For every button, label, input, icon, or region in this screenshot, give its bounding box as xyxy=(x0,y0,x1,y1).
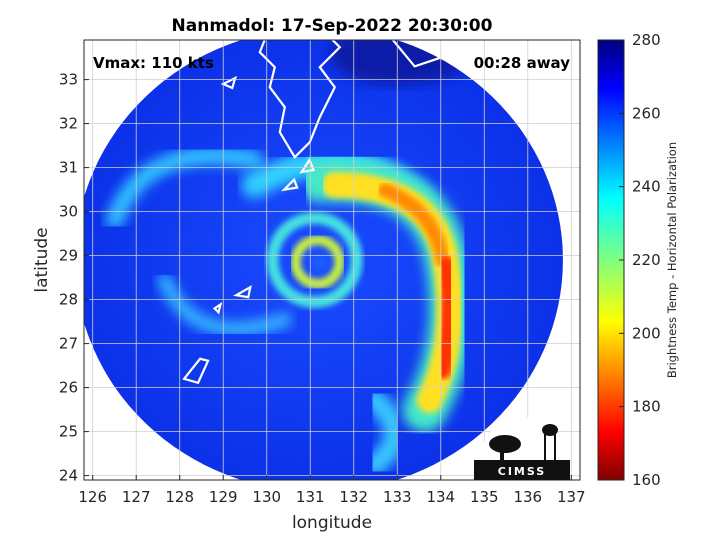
x-tick-label: 134 xyxy=(426,488,455,506)
plot-frame xyxy=(83,39,581,481)
y-tick-label: 29 xyxy=(59,247,78,265)
colorbar-label: Brightness Temp - Horizontal Polarizatio… xyxy=(665,142,679,378)
colorbar-tick-label: 180 xyxy=(632,398,661,416)
y-axis-ticks: 24 25 26 27 28 29 30 31 32 33 xyxy=(59,71,89,485)
island-outline xyxy=(280,177,299,192)
okinawa-outline xyxy=(182,357,210,385)
rainband-west xyxy=(105,147,264,229)
x-tick-label: 128 xyxy=(165,488,194,506)
cimss-logo: CIMSS xyxy=(474,416,570,480)
x-axis-label: longitude xyxy=(292,513,372,533)
y-tick-label: 25 xyxy=(59,423,78,441)
island-outline xyxy=(299,157,316,174)
y-tick-label: 26 xyxy=(59,379,78,397)
vmax-annotation: Vmax: 110 kts xyxy=(93,54,214,72)
y-tick-label: 33 xyxy=(59,71,78,89)
dark-region xyxy=(328,40,469,85)
y-tick-label: 28 xyxy=(59,291,78,309)
logo-dish-stand xyxy=(500,446,504,460)
shikoku-coast xyxy=(392,40,459,68)
colorbar-tick-label: 200 xyxy=(632,324,661,342)
logo-text: CIMSS xyxy=(498,465,546,478)
coastline xyxy=(182,40,459,385)
y-tick-label: 32 xyxy=(59,115,78,133)
island-outline xyxy=(212,301,223,315)
eyewall-inner xyxy=(290,235,345,289)
x-tick-label: 133 xyxy=(383,488,412,506)
logo-banner xyxy=(474,460,570,480)
y-tick-label: 24 xyxy=(59,467,78,485)
colorbar-tick-label: 260 xyxy=(632,104,661,122)
eyewall-outer xyxy=(266,212,363,308)
colorbar-ticks: 160 180 200 220 240 260 280 xyxy=(619,31,661,489)
y-tick-label: 30 xyxy=(59,203,78,221)
x-tick-label: 136 xyxy=(513,488,542,506)
y-tick-label: 31 xyxy=(59,159,78,177)
rainband-south xyxy=(363,389,406,476)
amami-outline xyxy=(233,285,252,299)
logo-dish xyxy=(489,435,521,453)
colorbar-tick-label: 160 xyxy=(632,471,661,489)
x-tick-label: 132 xyxy=(339,488,368,506)
logo-tower-leg xyxy=(554,434,556,460)
storm-eye xyxy=(311,255,328,271)
colorbar-tick-label: 240 xyxy=(632,178,661,196)
x-tick-label: 135 xyxy=(470,488,499,506)
island-outline xyxy=(220,75,238,90)
colorbar-tick-label: 280 xyxy=(632,31,661,49)
x-tick-label: 131 xyxy=(296,488,325,506)
x-tick-label: 127 xyxy=(122,488,151,506)
y-tick-label: 27 xyxy=(59,335,78,353)
main-band-red xyxy=(433,256,459,379)
logo-tower-tank xyxy=(542,424,558,436)
x-tick-label: 126 xyxy=(78,488,107,506)
time-away-annotation: 00:28 away xyxy=(474,54,571,72)
chart-title: Nanmadol: 17-Sep-2022 20:30:00 xyxy=(172,16,493,36)
kyushu-outline xyxy=(258,40,342,159)
x-tick-label: 129 xyxy=(209,488,238,506)
rainband-southwest xyxy=(157,273,292,336)
colorbar-tick-label: 220 xyxy=(632,251,661,269)
swath-field xyxy=(84,40,563,480)
x-tick-label: 130 xyxy=(252,488,281,506)
x-axis-ticks: 126 127 128 129 130 131 132 133 134 135 136 137 xyxy=(78,475,586,506)
x-tick-label: 137 xyxy=(557,488,586,506)
y-axis-label: latitude xyxy=(32,227,52,292)
logo-tower-leg xyxy=(544,434,546,460)
